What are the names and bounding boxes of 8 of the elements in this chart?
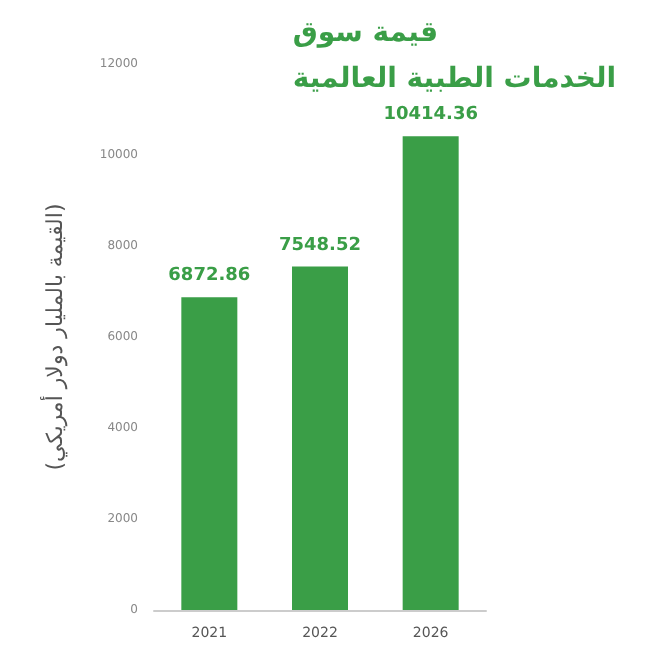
chart-title: قيمة سوق الخدمات الطبية العالمية (292, 17, 617, 95)
y-axis-title: (القيمة بالمليار دولار أمريكي) (40, 203, 68, 471)
bar (292, 266, 348, 610)
bar (402, 136, 459, 610)
data-label: 7548.52 (279, 235, 361, 256)
data-label: 10414.36 (383, 105, 478, 126)
bar (181, 297, 238, 610)
data-label: 6872.86 (168, 266, 251, 287)
